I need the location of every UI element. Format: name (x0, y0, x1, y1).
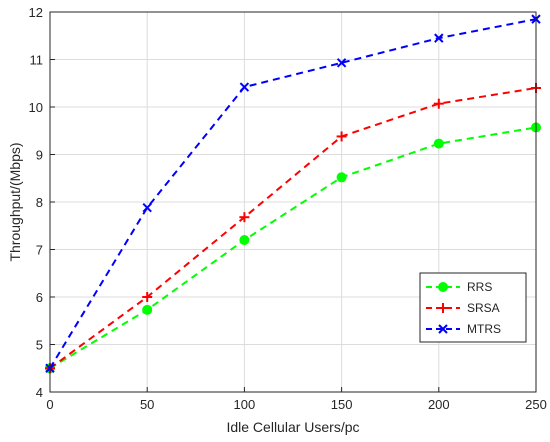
y-tick-label: 12 (29, 5, 43, 20)
data-point-rrs (336, 172, 347, 183)
data-point-mtrs (434, 33, 444, 43)
data-point-mtrs (239, 82, 250, 92)
x-tick-label: 150 (331, 397, 353, 412)
data-point-srsa (433, 98, 444, 109)
data-point-rrs (433, 138, 444, 149)
data-point-mtrs-b (142, 202, 152, 213)
series-line-rrs (49, 126, 537, 370)
legend-entry-mtrs: MTRS (426, 322, 501, 336)
legend-marker-rrs (438, 282, 448, 292)
y-tick-label: 4 (36, 385, 43, 400)
plot-frame (49, 11, 537, 393)
x-tick-label: 100 (234, 397, 256, 412)
data-point-rrs (239, 235, 250, 245)
y-tick-label: 6 (36, 290, 43, 305)
y-tick-label: 8 (36, 195, 43, 210)
y-axis-label: Throughput/(Mbps) (7, 142, 23, 261)
legend-marker-mtrs-b (438, 324, 448, 334)
legend-marker-mtrs (438, 324, 448, 334)
x-axis-label: Idle Cellular Users/pc (226, 419, 359, 435)
legend-label-mtrs: MTRS (467, 322, 501, 336)
series-mtrs (45, 14, 541, 373)
legend-label-srsa: SRSA (467, 301, 500, 315)
y-tick-label: 7 (36, 243, 43, 258)
legend-label-rrs: RRS (467, 280, 492, 294)
legend-marker-srsa (438, 303, 448, 313)
data-point-mtrs (142, 202, 152, 213)
data-point-mtrs (336, 58, 347, 68)
series-line-srsa (49, 87, 537, 370)
data-point-mtrs-b (239, 82, 250, 92)
y-tick-label: 11 (30, 53, 44, 68)
legend-entry-srsa: SRSA (426, 301, 500, 315)
data-point-srsa (336, 131, 347, 142)
x-tick-label: 50 (140, 397, 154, 412)
x-tick-label: 0 (46, 397, 53, 412)
data-point-rrs (142, 304, 153, 315)
legend: RRS SRSA MTRS (419, 272, 527, 343)
y-tick-label: 9 (36, 148, 43, 163)
data-point-mtrs-b (336, 58, 347, 68)
x-tick-label: 200 (428, 397, 450, 412)
legend-entry-rrs: RRS (426, 280, 492, 294)
data-point-srsa (142, 292, 153, 302)
y-tick-label: 10 (29, 100, 43, 115)
axis-ticks: 0 50 100 150 200 250 4 5 6 7 8 9 10 11 12 (29, 5, 547, 412)
series-layer (45, 14, 541, 374)
data-point-mtrs-b (434, 33, 444, 43)
y-tick-label: 5 (36, 338, 43, 353)
series-line-mtrs (49, 18, 537, 369)
x-tick-label: 250 (525, 397, 547, 412)
data-point-srsa (239, 212, 250, 223)
